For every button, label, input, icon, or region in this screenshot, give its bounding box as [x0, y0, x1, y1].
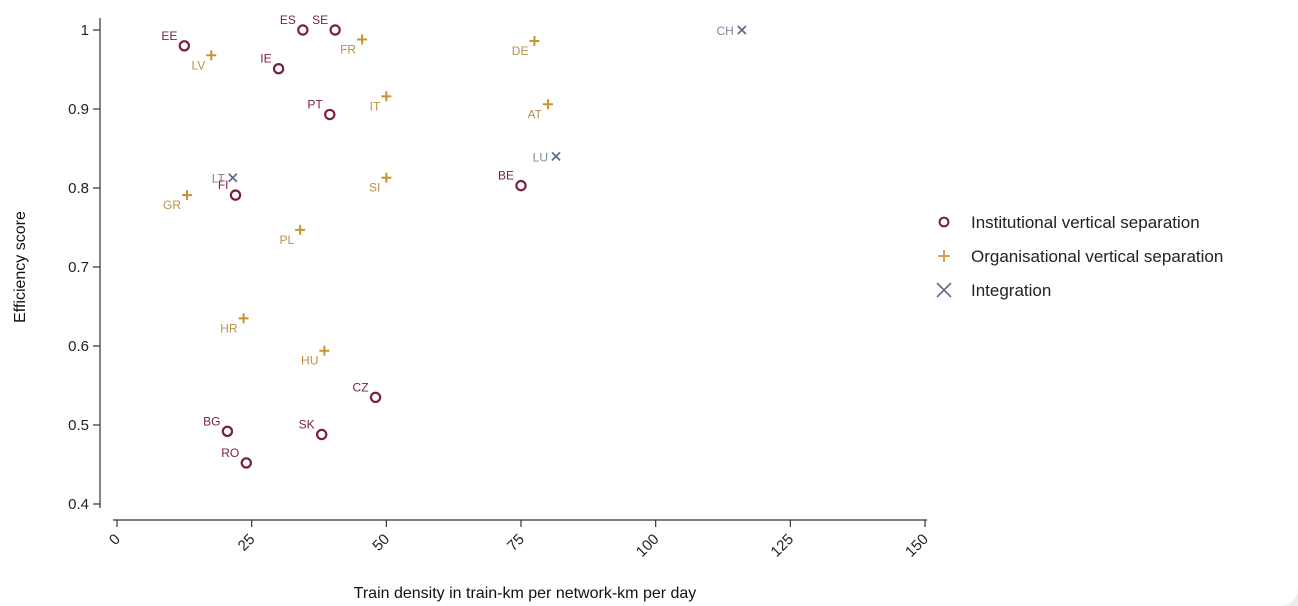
point-label-ch: CH: [717, 24, 734, 38]
point-sk: [315, 428, 328, 441]
point-es: [297, 24, 309, 36]
point-at: [542, 99, 553, 110]
point-label-ie: IE: [260, 52, 271, 66]
point-ee: [178, 40, 191, 52]
point-pt: [324, 108, 336, 121]
y-tick-label: 0.9: [68, 101, 89, 118]
point-cz: [369, 391, 382, 404]
legend-entry-2: Organisational vertical separation: [971, 247, 1223, 266]
legend-cross-icon: [936, 282, 952, 298]
point-lv: [206, 50, 217, 61]
point-label-be: BE: [498, 169, 514, 183]
point-gr: [182, 190, 193, 201]
point-label-ee: EE: [161, 29, 177, 43]
legend-entry-3: Integration: [971, 281, 1051, 300]
legend-circle-icon: [938, 216, 950, 228]
x-tick-label: 0: [106, 531, 124, 549]
point-label-se: SE: [312, 13, 328, 27]
point-se: [329, 24, 341, 36]
point-label-fi: FI: [218, 178, 229, 192]
legend-entry-1: Institutional vertical separation: [971, 213, 1200, 232]
point-lu: [551, 151, 561, 162]
point-be: [515, 179, 527, 192]
point-label-pl: PL: [279, 233, 294, 247]
point-label-lt: LT: [212, 172, 226, 186]
y-tick-label: 0.7: [68, 259, 89, 276]
y-tick-label: 0.4: [68, 496, 89, 513]
point-label-ro: RO: [221, 446, 239, 460]
x-tick-label: 125: [767, 531, 797, 561]
x-tick-label: 50: [369, 531, 393, 555]
point-hu: [319, 345, 330, 356]
point-label-sk: SK: [299, 417, 315, 431]
x-tick-label: 100: [633, 531, 663, 561]
legend-plus-icon: [938, 250, 950, 262]
point-fr: [357, 34, 368, 45]
point-si: [381, 172, 392, 183]
point-fi: [229, 189, 242, 201]
data-points: EE ES SE IE PT FI BE CZ BG SK RO LV FR DE IT AT SI GR PL HR…: [161, 13, 747, 469]
y-tick-label: 0.5: [68, 417, 89, 434]
point-label-de: DE: [512, 44, 529, 58]
point-lt: [228, 173, 238, 183]
point-label-pt: PT: [307, 98, 323, 112]
point-label-bg: BG: [203, 414, 220, 428]
legend: Institutional vertical separation Organis…: [936, 213, 1223, 300]
point-ch: [737, 25, 747, 35]
point-label-hr: HR: [220, 321, 238, 335]
point-bg: [221, 425, 234, 438]
point-label-gr: GR: [163, 198, 181, 212]
point-it: [381, 91, 392, 102]
y-tick-label: 0.6: [68, 338, 89, 355]
point-hr: [238, 313, 249, 324]
point-ro: [240, 457, 252, 469]
x-axis-title: Train density in train-km per network-km…: [354, 585, 697, 602]
axes: 0.4 0.5 0.6 0.7 0.8 0.9 1 0 25 50 75 100 125 150: [68, 18, 932, 561]
y-tick-label: 1: [81, 22, 89, 39]
point-label-si: SI: [369, 181, 380, 195]
point-label-it: IT: [370, 99, 381, 113]
point-ie: [272, 63, 285, 75]
point-label-lu: LU: [533, 150, 548, 164]
point-label-lv: LV: [191, 58, 205, 72]
x-tick-label: 75: [504, 531, 528, 555]
point-pl: [295, 224, 306, 235]
point-label-fr: FR: [340, 42, 356, 56]
point-label-cz: CZ: [353, 380, 369, 394]
y-tick-label: 0.8: [68, 180, 89, 197]
x-tick-label: 150: [902, 531, 932, 561]
y-axis-title: Efficiency score: [12, 211, 29, 323]
point-label-hu: HU: [301, 354, 318, 368]
point-label-es: ES: [280, 13, 296, 27]
point-label-at: AT: [527, 107, 542, 121]
x-tick-label: 25: [235, 531, 259, 555]
point-de: [529, 36, 540, 47]
